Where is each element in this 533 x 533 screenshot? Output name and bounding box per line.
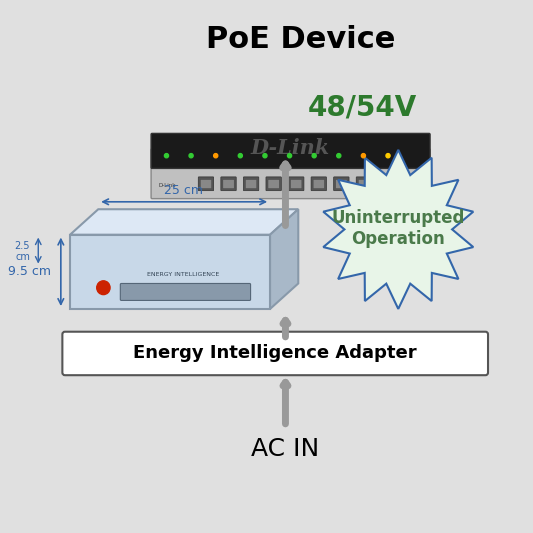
Circle shape [96,281,110,295]
FancyBboxPatch shape [223,180,234,189]
Text: 25 cm: 25 cm [164,183,204,197]
FancyBboxPatch shape [288,177,304,191]
FancyBboxPatch shape [313,180,325,189]
FancyBboxPatch shape [336,180,347,189]
FancyBboxPatch shape [221,177,236,191]
Circle shape [164,154,168,158]
FancyBboxPatch shape [266,177,281,191]
Text: D-Link: D-Link [251,138,330,158]
Text: Uninterrupted
Operation: Uninterrupted Operation [332,209,465,248]
Circle shape [263,154,267,158]
Circle shape [337,154,341,158]
FancyBboxPatch shape [151,149,430,199]
Text: 48/54V: 48/54V [308,93,417,122]
Text: 9.5 cm: 9.5 cm [7,265,51,278]
FancyBboxPatch shape [311,177,327,191]
FancyBboxPatch shape [198,177,214,191]
Polygon shape [270,209,298,309]
Circle shape [386,154,390,158]
Polygon shape [324,150,473,309]
FancyBboxPatch shape [358,180,369,189]
FancyBboxPatch shape [356,177,372,191]
Circle shape [361,154,366,158]
Polygon shape [70,235,270,309]
Text: 2.5
cm: 2.5 cm [14,241,30,262]
FancyBboxPatch shape [290,180,302,189]
FancyBboxPatch shape [151,133,430,168]
FancyBboxPatch shape [120,284,251,301]
Circle shape [214,154,218,158]
Circle shape [189,154,193,158]
Circle shape [287,154,292,158]
Circle shape [312,154,316,158]
Circle shape [238,154,243,158]
Text: PoE Device: PoE Device [206,25,395,54]
Polygon shape [70,209,298,235]
FancyBboxPatch shape [244,177,259,191]
FancyBboxPatch shape [268,180,279,189]
Text: D-Link: D-Link [158,183,176,188]
FancyBboxPatch shape [246,180,257,189]
FancyBboxPatch shape [62,332,488,375]
Text: AC IN: AC IN [252,438,320,462]
FancyBboxPatch shape [200,180,212,189]
FancyBboxPatch shape [376,175,394,191]
Text: ENERGY INTELLIGENCE: ENERGY INTELLIGENCE [147,272,219,277]
FancyBboxPatch shape [334,177,349,191]
FancyBboxPatch shape [402,175,421,191]
Text: Energy Intelligence Adapter: Energy Intelligence Adapter [133,344,417,362]
